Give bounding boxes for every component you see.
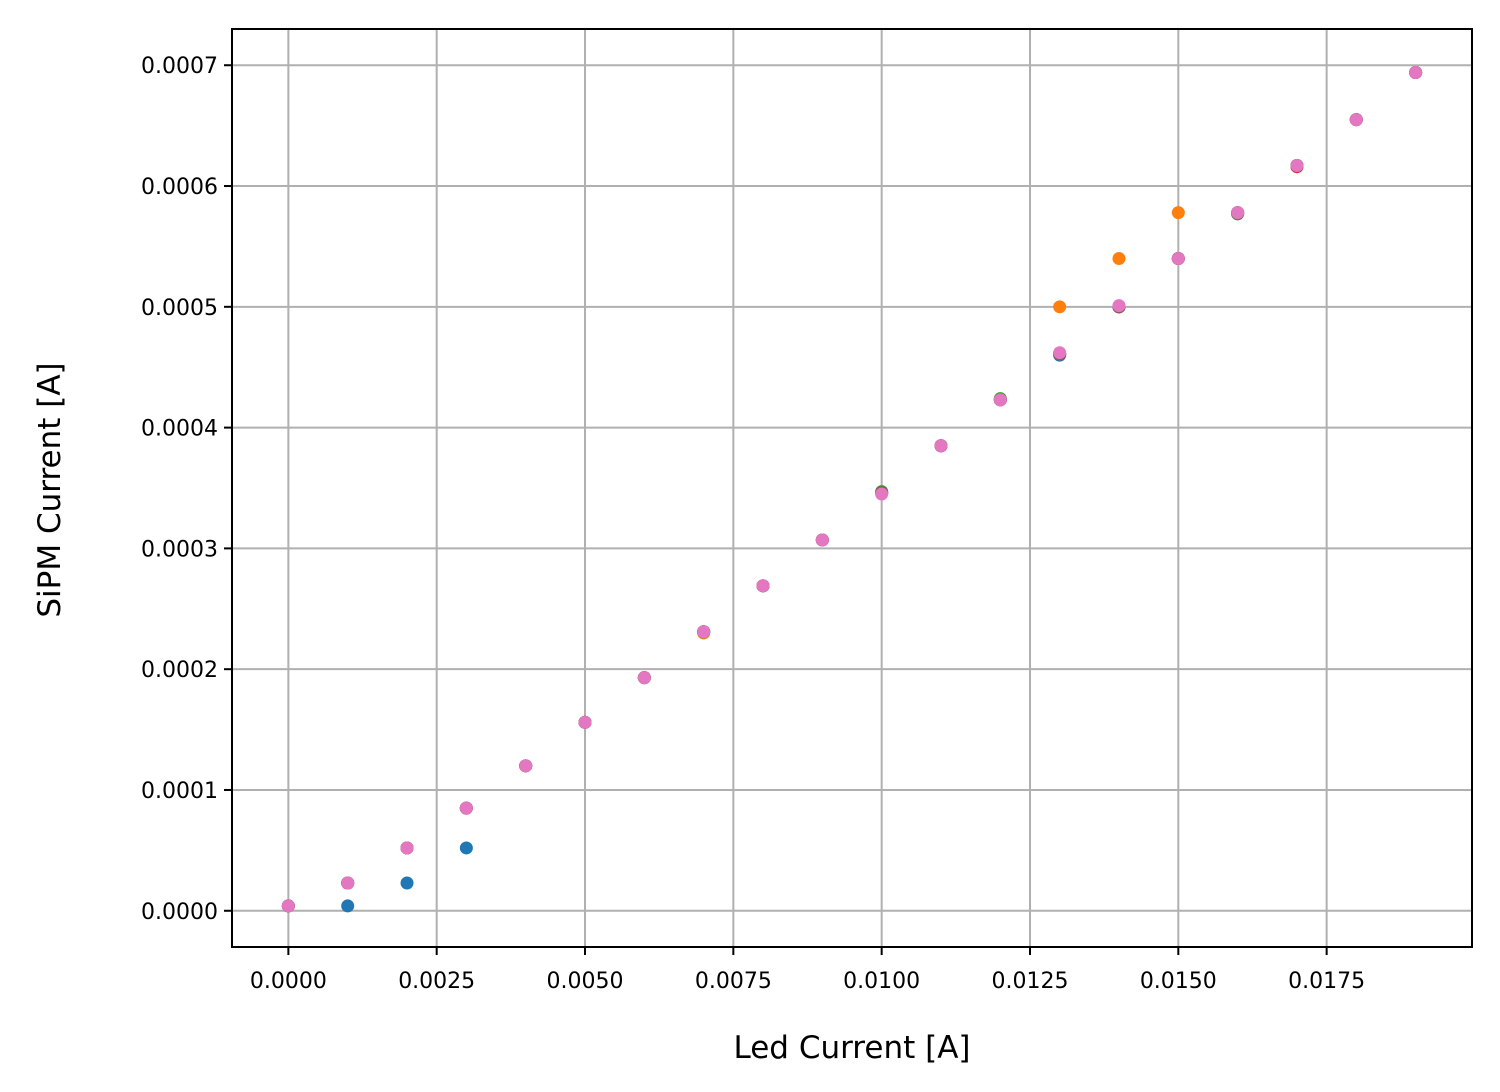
data-point	[697, 625, 711, 639]
y-tick-label: 0.0000	[141, 900, 218, 925]
data-point	[815, 533, 829, 547]
data-point	[875, 487, 889, 501]
data-point	[756, 579, 770, 593]
data-point	[400, 841, 414, 855]
data-point	[637, 671, 651, 685]
data-point	[1231, 206, 1245, 220]
data-point	[1290, 158, 1304, 172]
y-tick-label: 0.0001	[141, 779, 218, 804]
x-tick-label: 0.0000	[250, 969, 327, 994]
data-point	[1112, 299, 1126, 313]
y-axis-title: SiPM Current [A]	[32, 362, 68, 617]
y-tick-label: 0.0005	[141, 296, 218, 321]
y-tick-label: 0.0003	[141, 537, 218, 562]
y-tick-label: 0.0007	[141, 54, 218, 79]
data-point	[519, 759, 533, 773]
data-point	[993, 393, 1007, 407]
x-tick-label: 0.0175	[1288, 969, 1365, 994]
data-point	[934, 439, 948, 453]
x-tick-label: 0.0075	[695, 969, 772, 994]
series-7	[281, 65, 1423, 913]
data-point	[578, 715, 592, 729]
y-tick-label: 0.0006	[141, 175, 218, 200]
data-point	[281, 899, 295, 913]
data-point	[1053, 300, 1067, 314]
data-point	[341, 899, 355, 913]
x-tick-label: 0.0125	[991, 969, 1068, 994]
plot-frame	[231, 28, 1473, 948]
data-point	[341, 876, 355, 890]
y-tick-label: 0.0004	[141, 417, 218, 442]
x-tick-label: 0.0050	[547, 969, 624, 994]
data-point	[459, 801, 473, 815]
data-point	[1112, 252, 1126, 265]
data-points	[281, 65, 1423, 913]
data-point	[1409, 65, 1423, 79]
x-tick-label: 0.0100	[843, 969, 920, 994]
axis-ticks: 0.0000 0.0025 0.0050 0.0075 0.0100 0.0125 0.01…	[141, 54, 1365, 994]
data-point	[1053, 346, 1067, 360]
x-tick-label: 0.0150	[1140, 969, 1217, 994]
data-point	[1349, 113, 1363, 127]
x-tick-label: 0.0025	[398, 969, 475, 994]
data-point	[400, 876, 414, 890]
data-point	[459, 841, 473, 855]
data-point	[1171, 252, 1185, 265]
y-tick-label: 0.0002	[141, 658, 218, 683]
data-point	[1171, 206, 1185, 220]
x-axis-title: Led Current [A]	[733, 1030, 970, 1066]
